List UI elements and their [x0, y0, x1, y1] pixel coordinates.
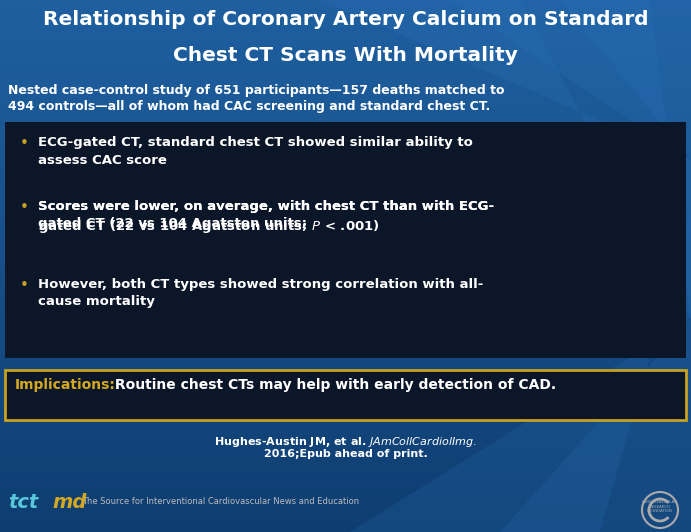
- Text: However, both CT types showed strong correlation with all-
cause mortality: However, both CT types showed strong cor…: [38, 278, 484, 309]
- Bar: [0, 18, 691, 27]
- Bar: [0, 319, 691, 328]
- Bar: [0, 133, 691, 142]
- Polygon shape: [320, 0, 691, 319]
- Bar: [0, 443, 691, 452]
- Text: 2016;Epub ahead of print.: 2016;Epub ahead of print.: [264, 449, 427, 459]
- Text: Relationship of Coronary Artery Calcium on Standard: Relationship of Coronary Artery Calcium …: [43, 10, 648, 29]
- Bar: [0, 426, 691, 435]
- Bar: [0, 186, 691, 195]
- Bar: [0, 488, 691, 496]
- Text: •: •: [20, 278, 29, 293]
- Text: Scores were lower, on average, with chest CT than with ECG-
gated CT (22 vs 104 : Scores were lower, on average, with ches…: [38, 200, 494, 235]
- Bar: [0, 160, 691, 169]
- Bar: [0, 36, 691, 44]
- Bar: [0, 53, 691, 62]
- Bar: [0, 363, 691, 372]
- Text: •: •: [20, 200, 29, 215]
- Bar: [5, 122, 686, 358]
- Bar: [0, 452, 691, 461]
- Bar: [0, 9, 691, 18]
- Bar: [0, 302, 691, 310]
- Bar: [0, 514, 691, 523]
- Bar: [0, 266, 691, 275]
- Bar: [0, 461, 691, 470]
- Bar: [0, 505, 691, 514]
- Text: CARDIOVASCULAR
RESEARCH
FOUNDATION: CARDIOVASCULAR RESEARCH FOUNDATION: [642, 500, 678, 513]
- Text: 494 controls—all of whom had CAC screening and standard chest CT.: 494 controls—all of whom had CAC screeni…: [8, 100, 490, 113]
- Bar: [0, 80, 691, 89]
- Bar: [0, 222, 691, 230]
- Bar: [0, 372, 691, 381]
- Bar: [0, 239, 691, 248]
- Bar: [0, 106, 691, 115]
- Bar: [0, 346, 691, 355]
- Bar: [0, 0, 691, 9]
- Text: Implications:: Implications:: [15, 378, 116, 392]
- Text: Nested case-control study of 651 participants—157 deaths matched to: Nested case-control study of 651 partici…: [8, 84, 504, 97]
- Bar: [0, 142, 691, 151]
- Bar: [0, 257, 691, 266]
- Bar: [0, 408, 691, 417]
- Polygon shape: [560, 0, 691, 319]
- Polygon shape: [450, 0, 691, 319]
- Bar: [0, 115, 691, 124]
- Bar: [0, 62, 691, 71]
- Bar: [0, 284, 691, 293]
- Bar: [0, 390, 691, 399]
- Bar: [0, 275, 691, 284]
- Text: Scores were lower, on average, with chest CT than with ECG-
gated CT (22 vs 104 : Scores were lower, on average, with ches…: [38, 200, 494, 230]
- Bar: [0, 523, 691, 532]
- Bar: [0, 435, 691, 443]
- Bar: [0, 328, 691, 337]
- Bar: [0, 195, 691, 204]
- Bar: [0, 496, 691, 505]
- Bar: [0, 169, 691, 177]
- Bar: [0, 151, 691, 160]
- Bar: [5, 370, 686, 420]
- Bar: [0, 44, 691, 53]
- Bar: [0, 293, 691, 302]
- Polygon shape: [500, 213, 691, 532]
- Text: The Source for Interventional Cardiovascular News and Education: The Source for Interventional Cardiovasc…: [82, 497, 359, 506]
- Bar: [0, 213, 691, 222]
- Bar: [0, 177, 691, 186]
- Bar: [0, 310, 691, 319]
- Bar: [0, 399, 691, 408]
- Bar: [0, 417, 691, 426]
- Bar: [0, 248, 691, 257]
- Text: tct: tct: [8, 493, 38, 512]
- Bar: [0, 89, 691, 97]
- Bar: [0, 204, 691, 213]
- Text: Routine chest CTs may help with early detection of CAD.: Routine chest CTs may help with early de…: [110, 378, 556, 392]
- Polygon shape: [350, 213, 691, 532]
- Bar: [0, 470, 691, 479]
- Text: md: md: [52, 493, 86, 512]
- Bar: [0, 124, 691, 133]
- Text: Hughes-Austin JM, et al. $\mathit{J Am Coll Cardiol Img.}$: Hughes-Austin JM, et al. $\mathit{J Am C…: [214, 435, 477, 449]
- Bar: [0, 381, 691, 390]
- Bar: [0, 337, 691, 346]
- Bar: [0, 230, 691, 239]
- Bar: [0, 97, 691, 106]
- Text: •: •: [20, 136, 29, 151]
- Bar: [0, 355, 691, 363]
- Text: ECG-gated CT, standard chest CT showed similar ability to
assess CAC score: ECG-gated CT, standard chest CT showed s…: [38, 136, 473, 167]
- Bar: [0, 27, 691, 36]
- Text: Chest CT Scans With Mortality: Chest CT Scans With Mortality: [173, 46, 518, 65]
- Bar: [0, 71, 691, 80]
- Bar: [0, 479, 691, 488]
